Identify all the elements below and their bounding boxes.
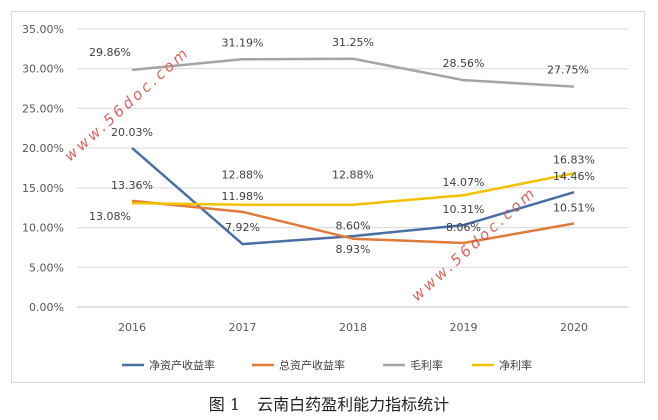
legend: 净资产收益率 总资产收益率 毛利率 净利率	[122, 358, 532, 372]
data-label: 12.88%	[222, 169, 264, 182]
watermark: www.56doc.com	[408, 183, 541, 305]
data-label: 16.83%	[553, 153, 595, 166]
x-tick-label: 2017	[229, 321, 257, 334]
data-label: 7.92%	[225, 221, 260, 234]
y-tick-label: 25.00%	[22, 102, 64, 115]
legend-label-3: 净利率	[499, 358, 532, 372]
y-tick-label: 30.00%	[22, 63, 64, 76]
data-label: 20.03%	[111, 126, 153, 139]
series-line-0	[131, 146, 575, 246]
line-chart: 0.00% 5.00% 10.00% 15.00% 20.00% 25.00% 30.00%…	[22, 23, 628, 372]
data-label: 28.56%	[443, 57, 485, 70]
series-line-3	[131, 172, 575, 206]
data-label: 8.60%	[336, 220, 371, 233]
data-label: 14.07%	[443, 176, 485, 189]
legend-label-1: 总资产收益率	[279, 358, 345, 372]
legend-label-2: 毛利率	[410, 358, 443, 372]
series-lines	[131, 57, 575, 246]
x-axis-ticks: 2016 2017 2018 2019 2020	[118, 321, 588, 334]
data-labels: 20.03% 7.92% 8.93% 10.31% 14.46% 13.36% 11.98%…	[89, 36, 595, 256]
y-tick-label: 0.00%	[29, 301, 64, 314]
data-label: 13.08%	[89, 210, 131, 223]
data-label: 14.46%	[553, 170, 595, 183]
x-tick-label: 2018	[339, 321, 367, 334]
watermarks: www.56doc.com www.56doc.com	[61, 43, 541, 305]
chart-frame	[11, 11, 645, 383]
data-label: 13.36%	[111, 179, 153, 192]
figure-number: 图 1	[208, 395, 241, 414]
x-tick-label: 2019	[450, 321, 478, 334]
data-label: 10.51%	[553, 202, 595, 215]
data-label: 8.06%	[446, 221, 481, 234]
data-label: 12.88%	[332, 169, 374, 182]
figure-caption: 图 1 云南白药盈利能力指标统计	[0, 391, 658, 415]
y-tick-label: 15.00%	[22, 182, 64, 195]
data-label: 8.93%	[336, 243, 371, 256]
x-tick-label: 2020	[560, 321, 588, 334]
series-line-1	[131, 199, 575, 245]
y-axis-ticks: 0.00% 5.00% 10.00% 15.00% 20.00% 25.00% 30.00%…	[22, 23, 64, 314]
y-tick-label: 10.00%	[22, 222, 64, 235]
y-tick-label: 20.00%	[22, 142, 64, 155]
watermark: www.56doc.com	[61, 43, 194, 165]
y-tick-label: 5.00%	[29, 261, 64, 274]
data-label: 31.25%	[332, 36, 374, 49]
data-label: 31.19%	[222, 36, 264, 49]
legend-label-0: 净资产收益率	[149, 358, 215, 372]
data-label: 29.86%	[89, 46, 131, 59]
data-label: 11.98%	[222, 190, 264, 203]
y-tick-label: 35.00%	[22, 23, 64, 36]
x-tick-label: 2016	[118, 321, 146, 334]
figure-title: 云南白药盈利能力指标统计	[257, 395, 450, 414]
data-label: 10.31%	[443, 203, 485, 216]
data-label: 27.75%	[547, 64, 589, 77]
grid-lines	[77, 28, 628, 308]
series-line-2	[131, 57, 575, 88]
